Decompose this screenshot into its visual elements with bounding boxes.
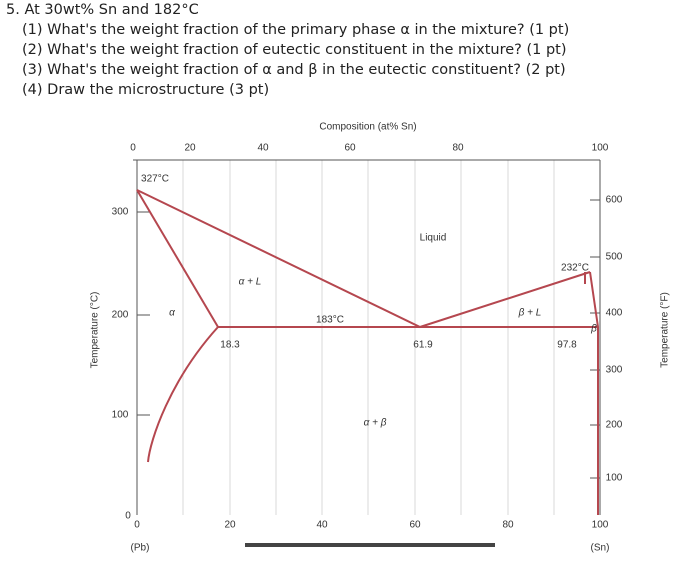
question-title: 5. At 30wt% Sn and 182°C (6, 2, 199, 18)
tick-label: 40 (257, 143, 269, 154)
question-item: (1) What's the weight fraction of the pr… (22, 22, 570, 38)
region-label: α + β (364, 418, 387, 429)
point-label: 97.8 (557, 340, 577, 351)
point-label: 18.3 (220, 340, 240, 351)
tick-label: 80 (452, 143, 464, 154)
tick-label: 200 (606, 420, 623, 431)
tick-label: 100 (606, 473, 623, 484)
tick-label: 100 (112, 410, 129, 421)
tick-label: 300 (606, 365, 623, 376)
region-label: α + L (239, 277, 262, 288)
tick-label: 400 (606, 308, 623, 319)
tick-label: 600 (606, 195, 623, 206)
tick-label: 60 (409, 520, 421, 531)
axis-title: Composition (at% Sn) (319, 122, 416, 133)
tick-label: 0 (130, 143, 136, 154)
question-item: (4) Draw the microstructure (3 pt) (22, 82, 270, 98)
phase-boundaries (136, 189, 599, 515)
point-label: 232°C (561, 263, 589, 274)
tick-label: 100 (592, 520, 609, 531)
element-label: (Sn) (591, 543, 610, 554)
element-label: (Pb) (131, 543, 150, 554)
point-label: 327°C (141, 174, 169, 185)
axis-title: Temperature (°F) (660, 292, 671, 368)
point-label: 183°C (316, 315, 344, 326)
axis-title: Temperature (°C) (90, 292, 101, 369)
tick-label: 500 (606, 252, 623, 263)
region-label: α (169, 308, 175, 319)
point-label: 61.9 (413, 340, 433, 351)
question-item: (3) What's the weight fraction of α and … (22, 62, 566, 78)
region-label: Liquid (420, 233, 447, 244)
region-label: β (590, 324, 597, 335)
region-label: β + L (518, 308, 542, 319)
ticks: 0 20 40 60 80 100 0 20 40 60 80 100 300 200 100 0 600 500… (112, 143, 623, 531)
tick-label: 20 (224, 520, 236, 531)
tick-label: 60 (344, 143, 356, 154)
tick-label: 20 (184, 143, 196, 154)
tick-label: 100 (592, 143, 609, 154)
tick-label: 300 (112, 207, 129, 218)
tick-label: 40 (316, 520, 328, 531)
grid (133, 159, 601, 515)
tick-label: 0 (125, 511, 131, 522)
tick-label: 0 (134, 520, 140, 531)
tick-label: 80 (502, 520, 514, 531)
scroll-bar (245, 543, 495, 547)
question-item: (2) What's the weight fraction of eutect… (22, 42, 567, 58)
tick-label: 200 (112, 310, 129, 321)
